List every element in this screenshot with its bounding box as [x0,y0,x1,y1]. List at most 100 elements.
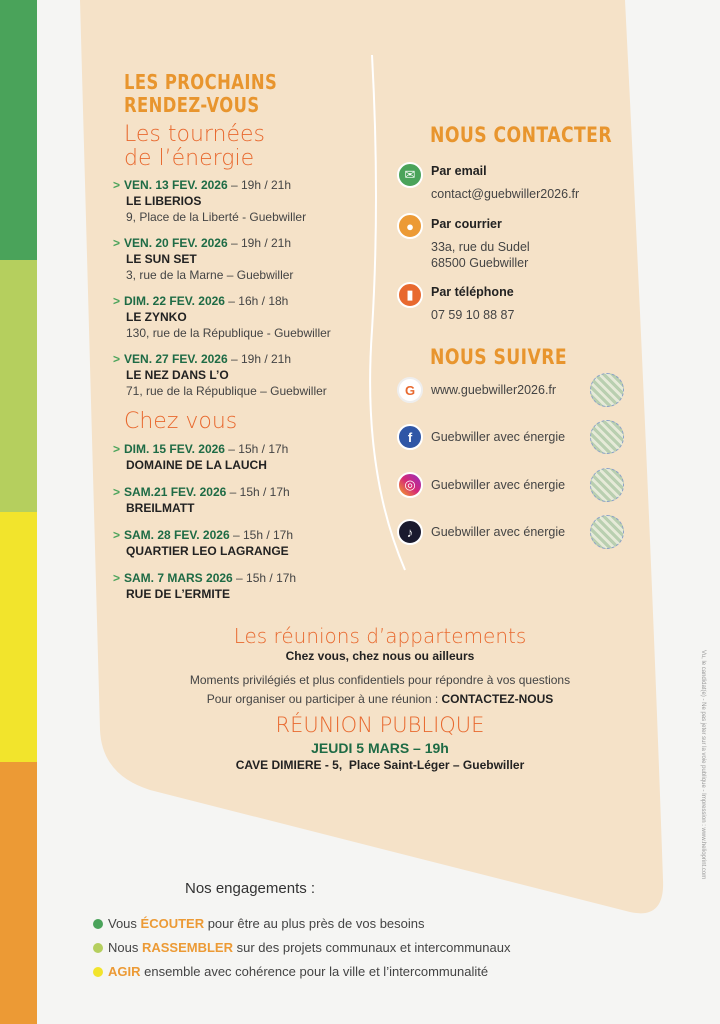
event-item: > VEN. 20 FEV. 2026 – 19h / 21h LE SUN SET… [113,235,293,283]
event-name: DOMAINE DE LA LAUCH [126,458,267,472]
chevron-right-icon: > [113,528,121,542]
email-label: Par email [431,164,487,178]
event-item: > DIM. 22 FEV. 2026 – 16h / 18h LE ZYNKO 13… [113,293,331,341]
location-pin-icon: ● [397,213,423,239]
event-time: – 16h / 18h [224,294,289,308]
email-link[interactable]: contact@guebwiller2026.fr [431,187,580,201]
event-name: LE SUN SET [126,252,197,266]
bullet-light-green-icon [93,943,103,953]
public-meeting-date: JEUDI 5 MARS – 19h [311,740,449,756]
tournees-title-2: de l’énergie [124,146,255,171]
event-item: > SAM.21 FEV. 2026 – 15h / 17h BREILMATT [113,484,290,516]
engagement-item: Vous ÉCOUTER pour être au plus près de v… [93,916,425,931]
event-name: RUE DE L’ERMITE [126,587,231,601]
event-name: BREILMATT [126,501,195,515]
event-address: 3, rue de la Marne – Guebwiller [126,268,294,282]
event-date: SAM.21 FEV. 2026 [124,485,227,499]
event-item: > SAM. 28 FEV. 2026 – 15h / 17h QUARTIER L… [113,527,293,559]
event-date: SAM. 7 MARS 2026 [124,571,233,585]
contact-us-text: CONTACTEZ-NOUS [441,692,554,706]
engagement-post: ensemble avec cohérence pour la ville et… [140,964,489,979]
mail-address: 33a, rue du Sudel 68500 Guebwiller [431,239,530,271]
event-time: – 19h / 21h [227,178,292,192]
chevron-right-icon: > [113,485,121,499]
website-link[interactable]: www.guebwiller2026.fr [431,383,557,397]
event-date: VEN. 27 FEV. 2026 [124,352,228,366]
public-meeting-title: RÉUNION PUBLIQUE [275,713,485,737]
phone-number[interactable]: 07 59 10 88 87 [431,308,515,322]
event-date: SAM. 28 FEV. 2026 [124,528,230,542]
title-line-2: RENDEZ-VOUS [124,93,260,117]
engagement-pre: Vous [108,916,141,931]
stripe-orange [0,762,37,1024]
chevron-right-icon: > [113,236,121,250]
event-time: – 15h / 17h [229,528,294,542]
reunions-contact-line: Pour organiser ou participer à une réuni… [100,692,660,706]
stripe-light-green [0,260,37,512]
instagram-icon: ◎ [397,472,423,498]
event-time: – 15h / 17h [224,442,289,456]
reunions-title: Les réunions d’appartements [233,624,527,648]
reunions-contact-text: Pour organiser ou participer à une réuni… [206,692,442,706]
tiktok-icon: ♪ [397,519,423,545]
stripe-yellow [0,512,37,762]
qr-code-website [590,373,624,407]
bullet-green-icon [93,919,103,929]
mail-label: Par courrier [431,217,502,231]
chevron-right-icon: > [113,294,121,308]
event-item: > VEN. 27 FEV. 2026 – 19h / 21h LE NEZ DAN… [113,351,327,399]
engagement-keyword: AGIR [108,964,141,979]
facebook-icon: f [397,424,423,450]
event-date: DIM. 15 FEV. 2026 [124,442,225,456]
event-address: 9, Place de la Liberté - Guebwiller [126,210,307,224]
phone-icon: ▮ [397,282,423,308]
instagram-link[interactable]: Guebwiller avec énergie [431,478,566,492]
reunions-description: Moments privilégiés et plus confidentiel… [189,673,571,687]
chez-vous-title: Chez vous [124,409,238,434]
tiktok-link[interactable]: Guebwiller avec énergie [431,525,566,539]
engagement-pre: Nous [108,940,142,955]
divider-line [369,54,406,571]
mail-line-2: 68500 Guebwiller [431,256,529,270]
event-time: – 19h / 21h [227,236,292,250]
website-logo-icon: G [397,377,423,403]
event-item: > VEN. 13 FEV. 2026 – 19h / 21h LE LIBERIO… [113,177,306,225]
engagement-keyword: RASSEMBLER [141,940,233,955]
contact-title: NOUS CONTACTER [430,123,613,147]
event-date: DIM. 22 FEV. 2026 [124,294,225,308]
event-time: – 15h / 17h [226,485,290,499]
title-line-1: LES PROCHAINS [124,70,278,94]
engagement-post: pour être au plus près de vos besoins [204,916,425,931]
engagement-post: sur des projets communaux et intercommun… [232,940,511,955]
engagement-keyword: ÉCOUTER [140,916,205,931]
event-item: > DIM. 15 FEV. 2026 – 15h / 17h DOMAINE DE… [113,441,288,473]
email-icon: ✉ [397,162,423,188]
event-address: 71, rue de la République – Guebwiller [126,384,327,398]
bullet-yellow-icon [93,967,103,977]
legal-side-note: Vu, le candidat(e) - Ne pas jeter sur la… [700,650,706,880]
event-name: LE NEZ DANS L’O [126,368,229,382]
stripe-green [0,0,37,260]
event-time: – 19h / 21h [227,352,292,366]
event-name: LE ZYNKO [126,310,187,324]
qr-code-facebook [590,420,624,454]
event-address: 130, rue de la République - Guebwiller [126,326,331,340]
section-title: LES PROCHAINS RENDEZ-VOUS [124,71,277,117]
reunions-subtitle: Chez vous, chez nous ou ailleurs [285,649,475,663]
qr-code-tiktok [590,515,624,549]
qr-code-instagram [590,468,624,502]
event-time: – 15h / 17h [232,571,297,585]
mail-line-1: 33a, rue du Sudel [431,240,530,254]
chevron-right-icon: > [113,352,121,366]
event-name: LE LIBERIOS [126,194,202,208]
facebook-link[interactable]: Guebwiller avec énergie [431,430,566,444]
engagement-item: AGIR ensemble avec cohérence pour la vil… [93,964,488,979]
engagement-item: Nous RASSEMBLER sur des projets communau… [93,940,510,955]
chevron-right-icon: > [113,178,121,192]
event-date: VEN. 13 FEV. 2026 [124,178,228,192]
event-item: > SAM. 7 MARS 2026 – 15h / 17h RUE DE L’ER… [113,570,296,602]
tournees-title-1: Les tournées [124,122,266,147]
follow-title: NOUS SUIVRE [430,345,568,369]
tournees-title: Les tournées de l’énergie [124,123,265,171]
